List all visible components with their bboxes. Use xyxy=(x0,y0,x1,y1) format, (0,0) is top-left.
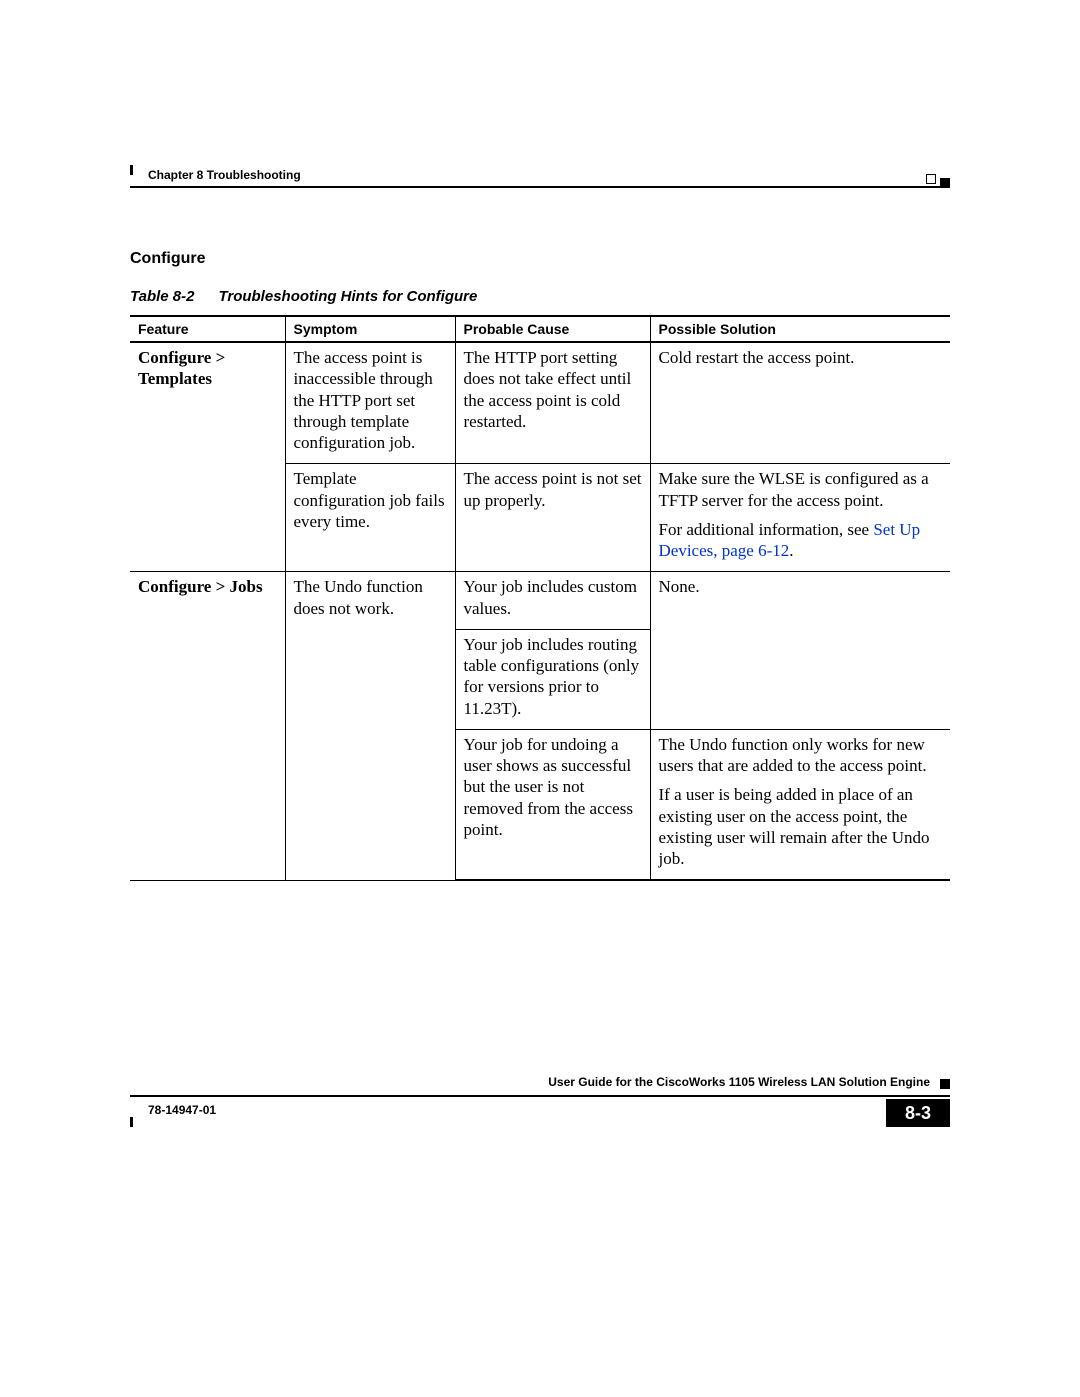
table-caption-title: Troubleshooting Hints for Configure xyxy=(218,288,477,305)
cell-cause: The HTTP port setting does not take effe… xyxy=(455,342,650,464)
footer-marker-square xyxy=(940,1079,950,1089)
cell-symptom: The access point is inaccessible through… xyxy=(285,342,455,464)
cell-cause: Your job for undoing a user shows as suc… xyxy=(455,729,650,880)
cell-solution: The Undo function only works for new use… xyxy=(650,729,950,880)
section-heading: Configure xyxy=(130,250,950,268)
table-caption-number: Table 8-2 xyxy=(130,288,194,305)
solution-paragraph: For additional information, see Set Up D… xyxy=(659,519,943,562)
footer-guide-title: User Guide for the CiscoWorks 1105 Wirel… xyxy=(548,1075,930,1089)
cell-cause: Your job includes routing table configur… xyxy=(455,629,650,729)
troubleshooting-table: Feature Symptom Probable Cause Possible … xyxy=(130,315,950,881)
solution-paragraph: The Undo function only works for new use… xyxy=(659,734,943,777)
solution-text-prefix: For additional information, see xyxy=(659,520,874,539)
header-crop-mark xyxy=(130,165,133,175)
footer-page-number: 8-3 xyxy=(886,1099,950,1127)
col-header-cause: Probable Cause xyxy=(455,316,650,342)
cell-solution: Make sure the WLSE is configured as a TF… xyxy=(650,464,950,572)
cell-feature: Configure > Jobs xyxy=(130,572,285,881)
table-caption: Table 8-2 Troubleshooting Hints for Confi… xyxy=(130,288,950,305)
col-header-feature: Feature xyxy=(130,316,285,342)
header-rule xyxy=(130,186,950,188)
table-header-row: Feature Symptom Probable Cause Possible … xyxy=(130,316,950,342)
cell-symptom: Template configuration job fails every t… xyxy=(285,464,455,572)
cell-symptom: The Undo function does not work. xyxy=(285,572,455,881)
footer-crop-mark xyxy=(130,1117,133,1127)
chapter-label: Chapter 8 Troubleshooting xyxy=(148,168,301,182)
cell-cause: The access point is not set up properly. xyxy=(455,464,650,572)
cell-feature: Configure > Templates xyxy=(130,342,285,572)
col-header-solution: Possible Solution xyxy=(650,316,950,342)
table-row: Configure > Templates The access point i… xyxy=(130,342,950,464)
header-marker-outline xyxy=(926,174,936,184)
footer-doc-number: 78-14947-01 xyxy=(148,1103,216,1117)
cell-solution: Cold restart the access point. xyxy=(650,342,950,464)
cell-cause: Your job includes custom values. xyxy=(455,572,650,630)
footer-rule xyxy=(130,1095,950,1097)
col-header-symptom: Symptom xyxy=(285,316,455,342)
solution-text-suffix: . xyxy=(789,541,793,560)
cell-solution: None. xyxy=(650,572,950,730)
document-page: Chapter 8 Troubleshooting Configure Tabl… xyxy=(0,0,1080,1397)
table-row: Configure > Jobs The Undo function does … xyxy=(130,572,950,630)
solution-paragraph: If a user is being added in place of an … xyxy=(659,784,943,869)
solution-paragraph: Make sure the WLSE is configured as a TF… xyxy=(659,468,943,511)
